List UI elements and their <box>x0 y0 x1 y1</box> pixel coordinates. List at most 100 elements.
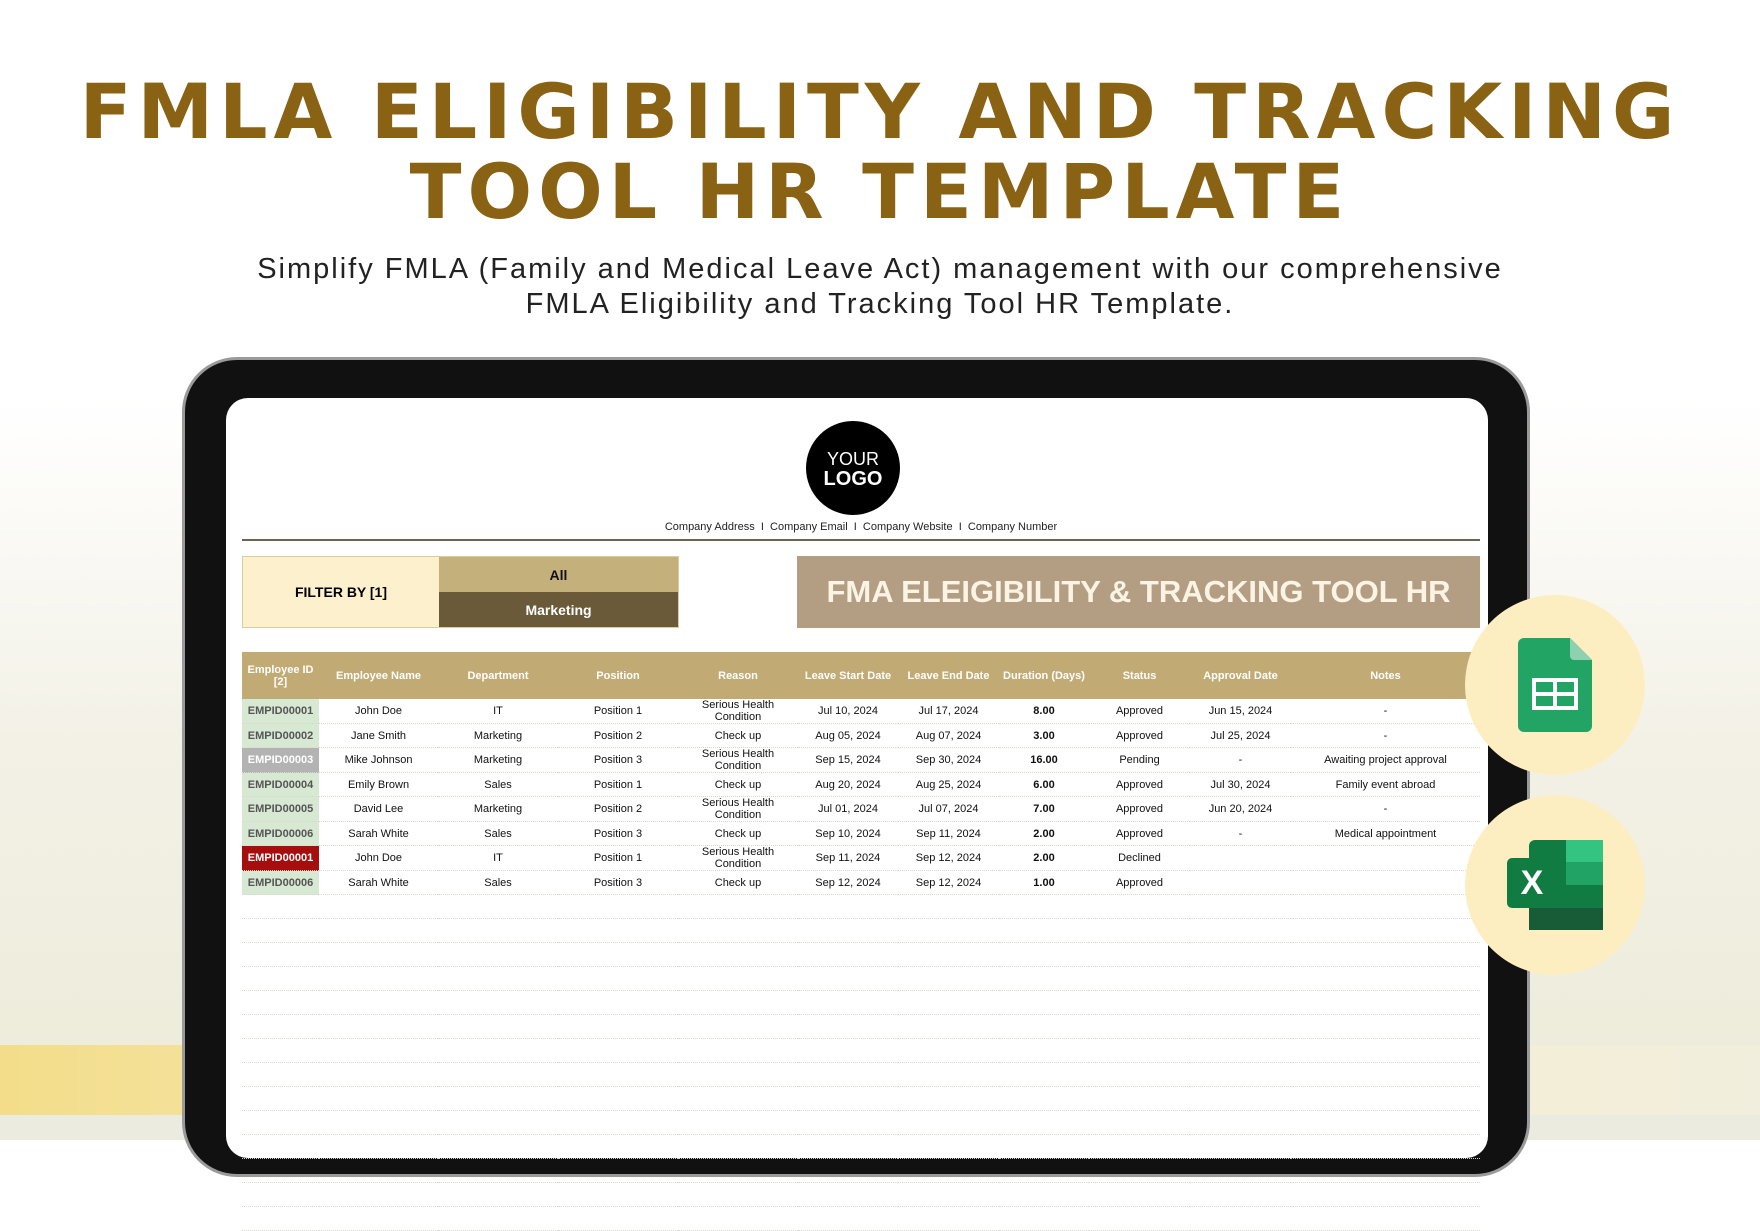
empty-cell[interactable] <box>999 942 1089 967</box>
empty-cell[interactable] <box>242 1062 319 1087</box>
empty-cell[interactable] <box>438 942 558 967</box>
empty-cell[interactable] <box>242 990 319 1015</box>
empty-cell[interactable] <box>898 1182 999 1207</box>
table-cell[interactable]: EMPID00006 <box>242 870 319 895</box>
empty-cell[interactable] <box>898 1110 999 1135</box>
empty-cell[interactable] <box>1190 918 1291 943</box>
column-header[interactable]: Notes <box>1291 652 1480 699</box>
table-cell[interactable]: 2.00 <box>999 845 1089 871</box>
empty-cell[interactable] <box>999 990 1089 1015</box>
empty-cell[interactable] <box>558 1038 678 1063</box>
table-cell[interactable]: IT <box>438 845 558 871</box>
table-cell[interactable]: Position 1 <box>558 699 678 724</box>
table-cell[interactable]: Check up <box>678 821 798 846</box>
table-cell[interactable]: Approved <box>1089 821 1190 846</box>
table-cell[interactable]: Jun 20, 2024 <box>1190 796 1291 822</box>
empty-cell[interactable] <box>678 1062 798 1087</box>
empty-cell[interactable] <box>242 1206 319 1231</box>
empty-cell[interactable] <box>999 918 1089 943</box>
empty-cell[interactable] <box>999 1038 1089 1063</box>
table-cell[interactable]: Awaiting project approval <box>1291 747 1480 773</box>
empty-cell[interactable] <box>1190 1206 1291 1231</box>
table-cell[interactable]: Serious Health Condition <box>678 796 798 822</box>
empty-cell[interactable] <box>898 942 999 967</box>
empty-cell[interactable] <box>438 1110 558 1135</box>
table-cell[interactable]: Sales <box>438 821 558 846</box>
column-header[interactable]: Status <box>1089 652 1190 699</box>
empty-cell[interactable] <box>898 1062 999 1087</box>
empty-cell[interactable] <box>678 1158 798 1183</box>
empty-cell[interactable] <box>999 1182 1089 1207</box>
empty-cell[interactable] <box>1190 1014 1291 1039</box>
empty-cell[interactable] <box>1190 1158 1291 1183</box>
empty-cell[interactable] <box>1291 894 1480 919</box>
table-cell[interactable]: Serious Health Condition <box>678 845 798 871</box>
column-header[interactable]: Position <box>558 652 678 699</box>
empty-cell[interactable] <box>1291 918 1480 943</box>
empty-cell[interactable] <box>438 1182 558 1207</box>
empty-cell[interactable] <box>999 1134 1089 1159</box>
table-cell[interactable]: Emily Brown <box>319 772 438 797</box>
empty-cell[interactable] <box>678 1014 798 1039</box>
table-cell[interactable]: Sep 30, 2024 <box>898 747 999 773</box>
empty-cell[interactable] <box>438 1206 558 1231</box>
table-cell[interactable]: Sep 12, 2024 <box>898 845 999 871</box>
table-cell[interactable]: Jul 07, 2024 <box>898 796 999 822</box>
table-cell[interactable]: John Doe <box>319 845 438 871</box>
filter-option-all[interactable]: All <box>439 557 678 592</box>
empty-cell[interactable] <box>438 1014 558 1039</box>
empty-cell[interactable] <box>678 1182 798 1207</box>
table-cell[interactable]: Aug 07, 2024 <box>898 723 999 748</box>
table-cell[interactable] <box>1190 845 1291 871</box>
empty-cell[interactable] <box>1089 1062 1190 1087</box>
empty-cell[interactable] <box>1089 1134 1190 1159</box>
table-cell[interactable]: Aug 05, 2024 <box>798 723 898 748</box>
empty-cell[interactable] <box>1291 1014 1480 1039</box>
table-cell[interactable]: Jul 01, 2024 <box>798 796 898 822</box>
empty-cell[interactable] <box>319 1206 438 1231</box>
empty-cell[interactable] <box>798 1014 898 1039</box>
table-cell[interactable]: EMPID00003 <box>242 747 319 773</box>
empty-cell[interactable] <box>242 966 319 991</box>
table-cell[interactable]: Position 1 <box>558 845 678 871</box>
table-cell[interactable]: Sep 11, 2024 <box>798 845 898 871</box>
empty-cell[interactable] <box>242 942 319 967</box>
empty-cell[interactable] <box>1190 1062 1291 1087</box>
empty-cell[interactable] <box>1291 1206 1480 1231</box>
empty-cell[interactable] <box>898 966 999 991</box>
table-cell[interactable] <box>1291 870 1480 895</box>
column-header[interactable]: Leave End Date <box>898 652 999 699</box>
empty-cell[interactable] <box>1291 1086 1480 1111</box>
table-cell[interactable]: Jul 30, 2024 <box>1190 772 1291 797</box>
empty-cell[interactable] <box>1089 942 1190 967</box>
empty-cell[interactable] <box>438 990 558 1015</box>
empty-cell[interactable] <box>1291 990 1480 1015</box>
empty-cell[interactable] <box>319 1086 438 1111</box>
empty-cell[interactable] <box>999 1062 1089 1087</box>
empty-cell[interactable] <box>242 1086 319 1111</box>
empty-cell[interactable] <box>1089 990 1190 1015</box>
table-cell[interactable]: Jul 25, 2024 <box>1190 723 1291 748</box>
empty-cell[interactable] <box>678 966 798 991</box>
empty-cell[interactable] <box>1291 966 1480 991</box>
table-cell[interactable]: 8.00 <box>999 699 1089 724</box>
column-header[interactable]: Duration (Days) <box>999 652 1089 699</box>
empty-cell[interactable] <box>798 942 898 967</box>
empty-cell[interactable] <box>1190 1086 1291 1111</box>
empty-cell[interactable] <box>438 894 558 919</box>
table-cell[interactable]: EMPID00005 <box>242 796 319 822</box>
table-cell[interactable]: - <box>1291 796 1480 822</box>
empty-cell[interactable] <box>999 1110 1089 1135</box>
table-cell[interactable]: EMPID00006 <box>242 821 319 846</box>
empty-cell[interactable] <box>1291 1134 1480 1159</box>
empty-cell[interactable] <box>678 1134 798 1159</box>
empty-cell[interactable] <box>242 1110 319 1135</box>
empty-cell[interactable] <box>558 918 678 943</box>
empty-cell[interactable] <box>438 1086 558 1111</box>
empty-cell[interactable] <box>798 1206 898 1231</box>
empty-cell[interactable] <box>1089 1038 1190 1063</box>
empty-cell[interactable] <box>1291 1038 1480 1063</box>
table-cell[interactable] <box>1190 870 1291 895</box>
empty-cell[interactable] <box>798 1062 898 1087</box>
table-cell[interactable]: Sep 11, 2024 <box>898 821 999 846</box>
